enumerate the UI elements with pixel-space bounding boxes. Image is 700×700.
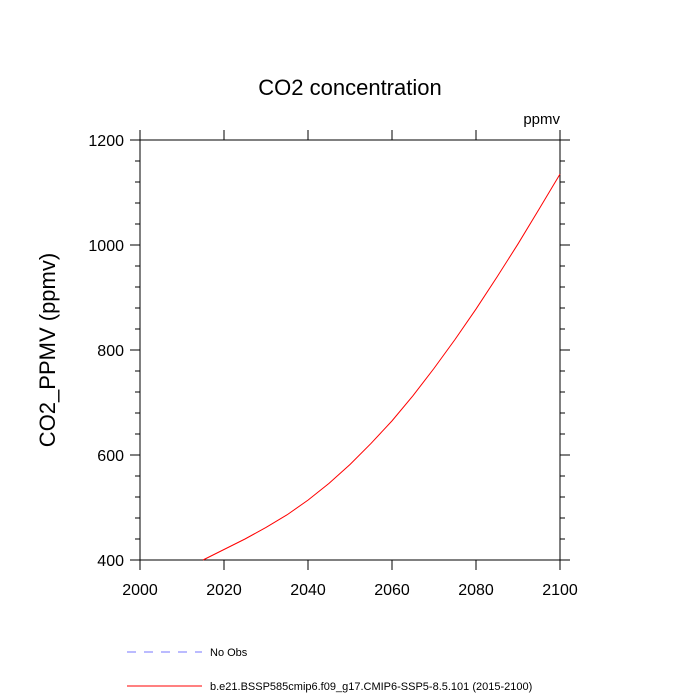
legend-label: No Obs xyxy=(210,647,248,659)
x-tick-label: 2040 xyxy=(290,582,326,599)
x-tick-label: 2060 xyxy=(374,582,410,599)
units-label: ppmv xyxy=(523,111,560,128)
y-tick-label: 1200 xyxy=(88,133,124,150)
legend-label: b.e21.BSSP585cmip6.f09_g17.CMIP6-SSP5-8.… xyxy=(210,681,532,693)
x-tick-label: 2100 xyxy=(542,582,578,599)
legend: No Obs b.e21.BSSP585cmip6.f09_g17.CMIP6-S… xyxy=(127,647,532,693)
chart-title: CO2 concentration xyxy=(258,75,441,100)
y-axis-label: CO2_PPMV (ppmv) xyxy=(35,253,60,447)
y-tick-label: 400 xyxy=(97,553,124,570)
x-tick-label: 2020 xyxy=(206,582,242,599)
y-tick-label: 1000 xyxy=(88,238,124,255)
series-line xyxy=(202,173,561,561)
y-tick-label: 600 xyxy=(97,448,124,465)
series-layer xyxy=(202,173,561,561)
y-tick-label: 800 xyxy=(97,343,124,360)
axis-ticks: 2000 2020 2040 2060 2080 2100 400 600 800 1000 120… xyxy=(88,130,578,599)
plot-frame xyxy=(139,139,561,561)
x-tick-label: 2000 xyxy=(122,582,158,599)
x-tick-label: 2080 xyxy=(458,582,494,599)
